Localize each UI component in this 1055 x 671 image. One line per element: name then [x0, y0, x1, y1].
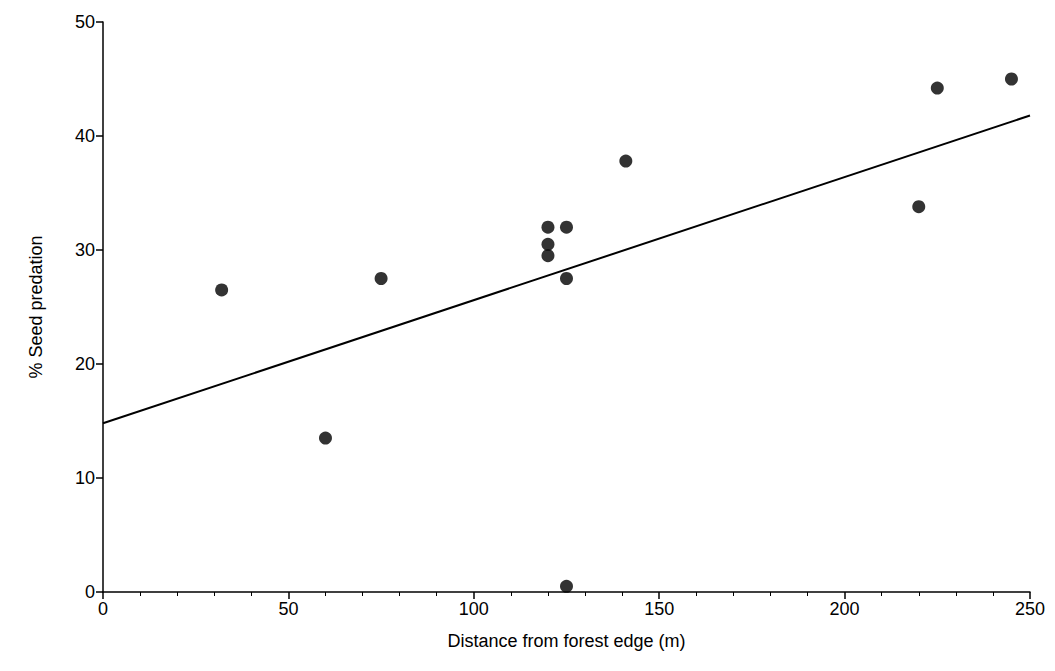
svg-text:200: 200: [830, 599, 860, 619]
svg-text:50: 50: [75, 12, 95, 32]
svg-text:100: 100: [459, 599, 489, 619]
svg-text:% Seed predation: % Seed predation: [26, 235, 46, 378]
svg-text:30: 30: [75, 240, 95, 260]
svg-text:20: 20: [75, 354, 95, 374]
svg-text:10: 10: [75, 468, 95, 488]
svg-text:250: 250: [1015, 599, 1045, 619]
svg-text:50: 50: [278, 599, 298, 619]
svg-text:Distance from forest edge (m): Distance from forest edge (m): [447, 631, 685, 651]
svg-text:150: 150: [644, 599, 674, 619]
svg-text:0: 0: [85, 582, 95, 602]
svg-text:40: 40: [75, 126, 95, 146]
svg-text:0: 0: [98, 599, 108, 619]
